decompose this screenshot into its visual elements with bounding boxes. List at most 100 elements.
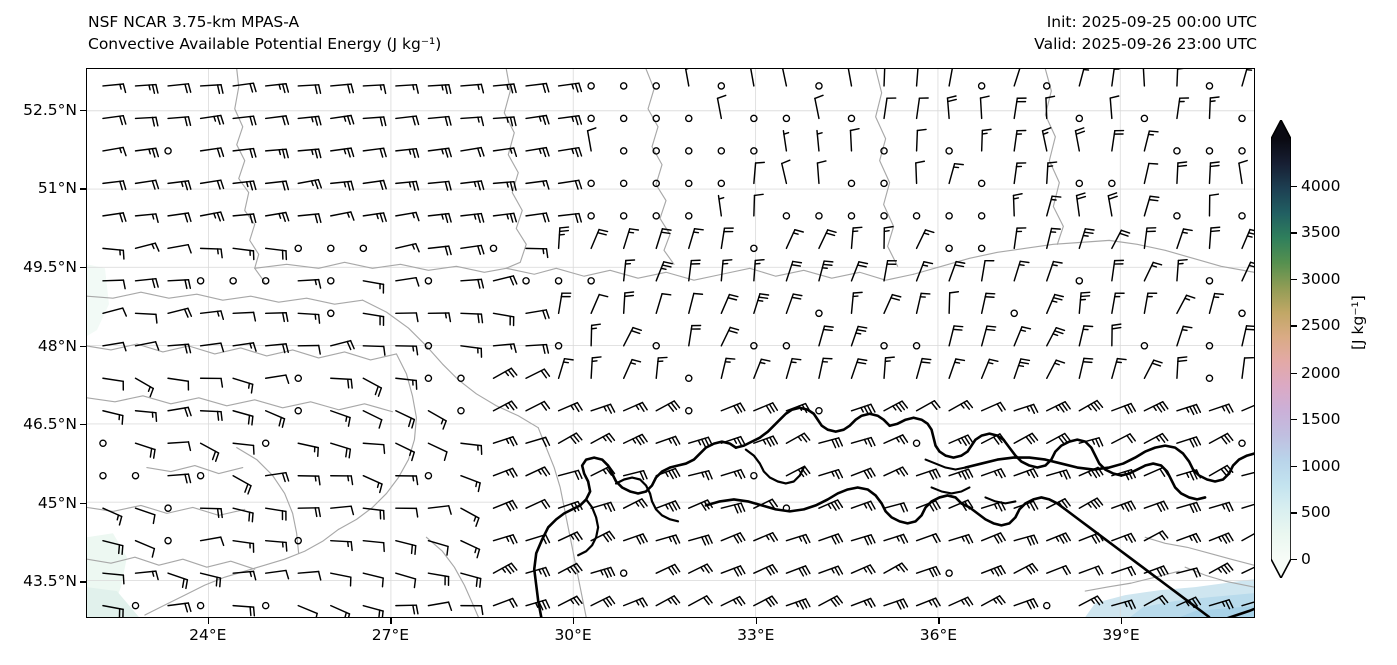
- barb-full: [961, 470, 967, 480]
- barb-full: [1158, 596, 1166, 605]
- calm-circle: [652, 147, 660, 155]
- barb-full: [800, 467, 808, 476]
- barb-full: [1093, 596, 1101, 606]
- barb-full: [122, 83, 127, 94]
- barb-half: [375, 213, 379, 220]
- barb-full: [931, 534, 938, 544]
- wind-barb: [1046, 260, 1063, 282]
- barb-full: [281, 83, 286, 94]
- wind-barb: [1176, 436, 1202, 448]
- barb-full: [1196, 567, 1201, 577]
- barb-full: [220, 410, 223, 422]
- colorbar[interactable]: [1271, 120, 1291, 578]
- barb-full: [216, 84, 221, 95]
- barb-full: [346, 83, 351, 94]
- barb-shaft: [199, 536, 222, 542]
- barb-full: [576, 595, 583, 605]
- wind-barb: [362, 212, 387, 223]
- barb-full: [716, 94, 727, 100]
- barb-full: [544, 533, 551, 544]
- wind-barb-calm: [261, 601, 270, 610]
- wind-barb-calm: [131, 601, 140, 610]
- barb-shaft: [1238, 162, 1243, 185]
- wind-barb-calm: [619, 82, 628, 90]
- coastline-crimea-north: [888, 416, 1005, 459]
- calm-circle: [424, 374, 433, 383]
- wind-barb: [167, 307, 193, 318]
- wind-barb-calm: [1042, 82, 1051, 90]
- wind-barb: [753, 595, 778, 608]
- wind-barb-calm: [847, 179, 856, 188]
- barb-half: [247, 382, 251, 389]
- wind-barb-calm: [652, 212, 660, 220]
- barb-full: [639, 470, 645, 481]
- barb-full: [901, 400, 909, 409]
- wind-barb: [883, 562, 909, 574]
- wind-barb: [1013, 260, 1030, 282]
- colorbar-tick-mark: [1291, 185, 1297, 187]
- barb-full: [986, 325, 997, 328]
- wind-barb: [427, 410, 447, 430]
- barb-full: [931, 567, 938, 577]
- wind-barb: [1013, 358, 1031, 379]
- barb-full: [511, 499, 518, 509]
- barb-full: [869, 597, 876, 607]
- wind-barb: [980, 128, 992, 152]
- wind-barb: [297, 84, 322, 95]
- barb-full: [1127, 470, 1133, 480]
- barb-shaft: [1176, 69, 1179, 87]
- colorbar-tick-mark: [1291, 278, 1297, 281]
- barb-full: [184, 212, 189, 223]
- barb-full: [704, 470, 710, 481]
- barb-full: [252, 606, 256, 617]
- barb-full: [382, 541, 385, 553]
- barb-full: [800, 434, 808, 443]
- barb-full: [411, 418, 416, 429]
- wind-barb: [979, 95, 990, 120]
- wind-barb-calm: [685, 212, 693, 220]
- wind-barb: [134, 242, 160, 252]
- wind-barb: [199, 179, 225, 190]
- barb-full: [632, 326, 643, 331]
- wind-barb: [1143, 530, 1169, 542]
- wind-barb-calm: [1205, 374, 1214, 383]
- barb-shaft: [297, 570, 320, 574]
- calm-circle: [652, 342, 660, 350]
- y-tick-label: 45°N: [37, 493, 77, 512]
- barb-full: [220, 377, 224, 388]
- wind-barb: [1111, 500, 1137, 512]
- wind-barb: [1078, 565, 1104, 576]
- wind-barb: [1241, 404, 1254, 412]
- wind-barb: [167, 572, 189, 590]
- barb-full: [1061, 402, 1068, 412]
- barb-shaft: [1241, 503, 1254, 509]
- wind-barb: [717, 194, 725, 217]
- wind-barb: [720, 532, 746, 544]
- barb-half: [957, 471, 962, 478]
- barb-full: [979, 95, 990, 99]
- barb-half: [990, 568, 995, 575]
- wind-barb: [980, 433, 1006, 445]
- barb-half: [1052, 333, 1059, 337]
- barb-full: [834, 438, 840, 448]
- barb-full: [1000, 501, 1006, 511]
- barb-full: [505, 502, 512, 512]
- wind-barb: [264, 211, 290, 222]
- wind-barb: [1046, 227, 1061, 250]
- barb-half: [376, 481, 380, 489]
- barb-full: [1191, 597, 1198, 607]
- wind-barb: [427, 539, 449, 556]
- calm-circle: [619, 114, 628, 123]
- barb-half: [570, 404, 575, 411]
- barb-full: [630, 329, 641, 335]
- wind-barb: [232, 213, 257, 224]
- barb-full: [1192, 534, 1198, 544]
- barb-full: [1041, 127, 1052, 132]
- barb-full: [895, 403, 902, 412]
- barb-full: [573, 403, 580, 413]
- wind-barb: [460, 146, 485, 158]
- coastline-azov-north: [964, 444, 1254, 483]
- barb-full: [920, 292, 931, 295]
- barb-half: [1087, 502, 1092, 508]
- wind-barb: [134, 213, 159, 224]
